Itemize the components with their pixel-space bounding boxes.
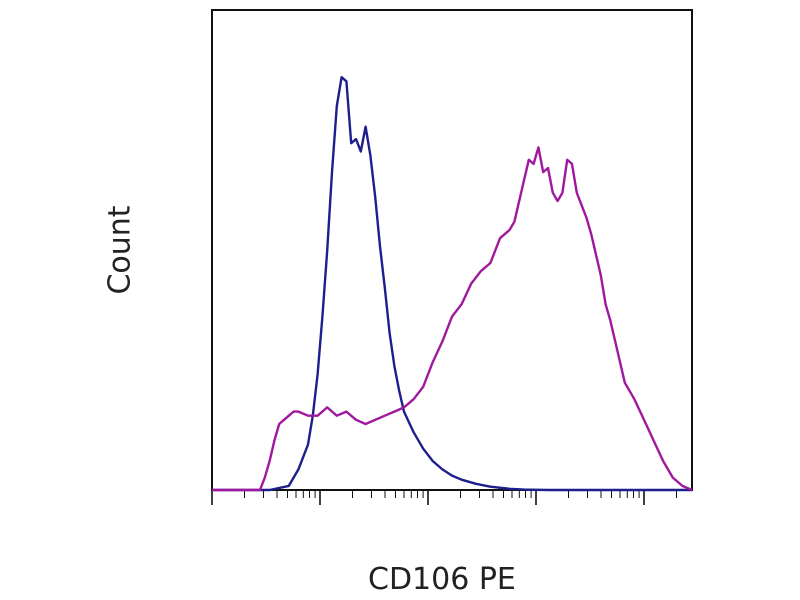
histogram-series-2 [212, 146, 693, 492]
x-axis-label: CD106 PE [368, 562, 516, 597]
y-axis-label: Count [102, 205, 138, 295]
x-axis-ticks [211, 490, 677, 505]
plot-frame [211, 9, 693, 491]
histogram-series-1 [212, 76, 692, 492]
histogram-curves [212, 76, 693, 492]
